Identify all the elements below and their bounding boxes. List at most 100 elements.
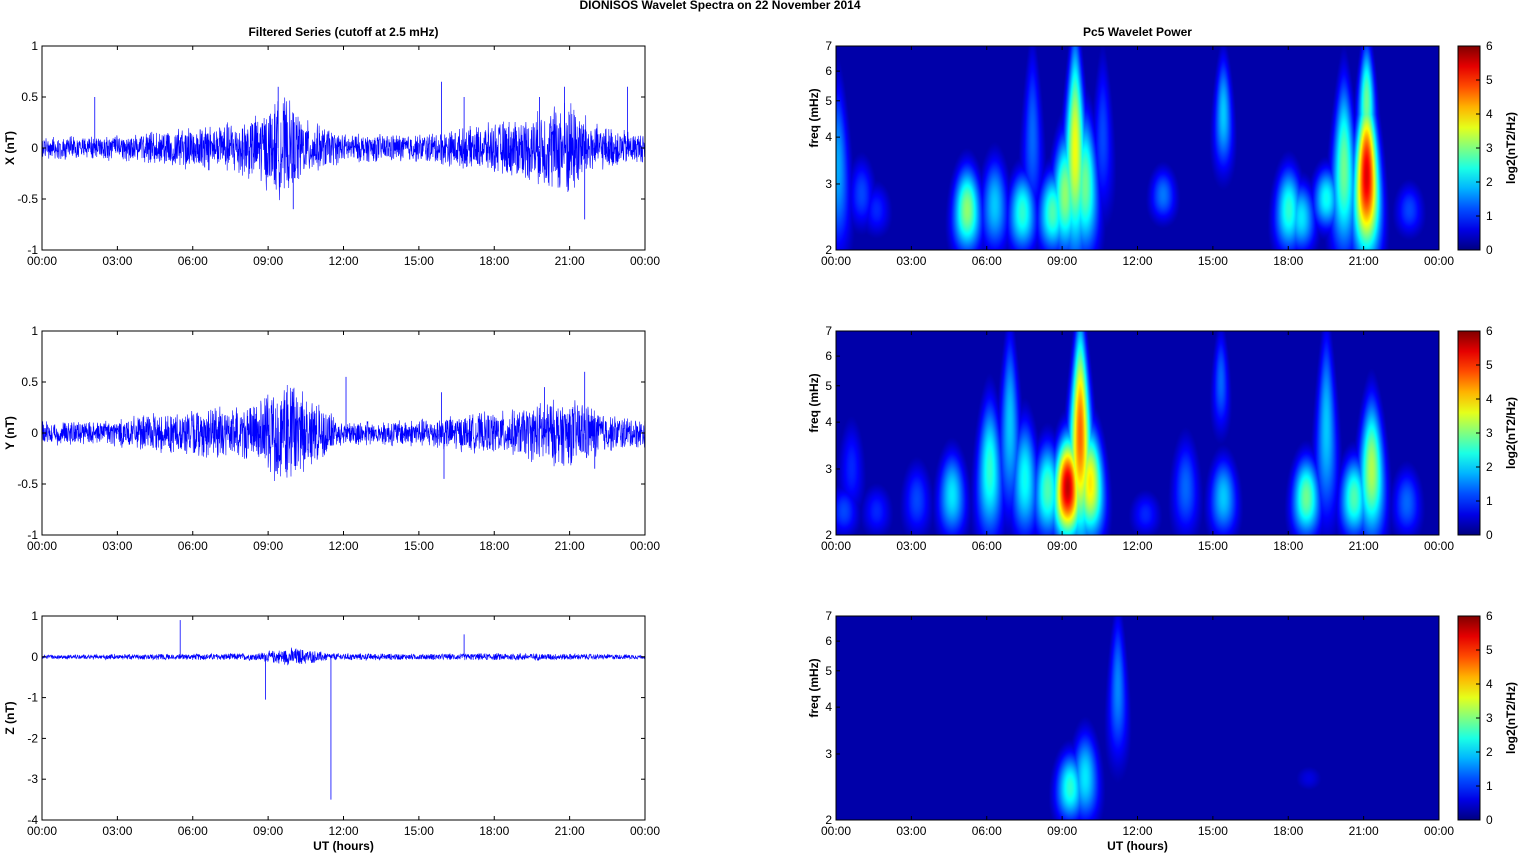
x-tick-label: 06:00 [178, 254, 208, 268]
wavelet-power-image [836, 331, 1439, 535]
x-tick-label: 18:00 [479, 539, 509, 553]
colorbar-tick-label: 6 [1486, 324, 1493, 338]
x-tick-label: 03:00 [102, 824, 132, 838]
y-tick-label: 5 [825, 379, 832, 393]
x-tick-label: 00:00 [630, 254, 660, 268]
colorbar-tick-label: 1 [1486, 779, 1493, 793]
colorbar-tick-label: 4 [1486, 392, 1493, 406]
x-tick-label: 15:00 [404, 824, 434, 838]
colorbar-tick-label: 0 [1486, 243, 1493, 257]
x-tick-label: 00:00 [630, 824, 660, 838]
y-tick-label: 3 [825, 462, 832, 476]
y-tick-label: -3 [27, 772, 38, 786]
x-tick-label: 18:00 [479, 254, 509, 268]
x-tick-label: 03:00 [896, 539, 926, 553]
x-tick-label: 18:00 [1273, 254, 1303, 268]
x-tick-label: 03:00 [102, 539, 132, 553]
y-axis-label: freq (mHz) [807, 88, 821, 147]
y-axis-label: Y (nT) [3, 416, 17, 450]
x-tick-label: 12:00 [328, 254, 358, 268]
x-tick-label: 03:00 [896, 254, 926, 268]
x-tick-label: 21:00 [1349, 254, 1379, 268]
y-tick-label: -1 [27, 243, 38, 257]
x-tick-label: 12:00 [1122, 539, 1152, 553]
x-tick-label: 15:00 [404, 254, 434, 268]
y-tick-label: 6 [825, 634, 832, 648]
panel-title: Pc5 Wavelet Power [1083, 25, 1192, 39]
colorbar-tick-label: 3 [1486, 426, 1493, 440]
y-tick-label: 7 [825, 39, 832, 53]
x-tick-label: 12:00 [328, 824, 358, 838]
x-tick-label: 15:00 [1198, 539, 1228, 553]
x-tick-label: 12:00 [1122, 254, 1152, 268]
colorbar: 6 5 4 3 2 1 0 log2(nT2/Hz) [1457, 324, 1518, 542]
y-axis-label: Z (nT) [3, 701, 17, 734]
colorbar-tick-label: 2 [1486, 175, 1493, 189]
x-axis-label: UT (hours) [313, 839, 374, 853]
colorbar: 6 5 4 3 2 1 0 log2(nT2/Hz) [1457, 39, 1518, 257]
x-tick-label: 03:00 [896, 824, 926, 838]
y-tick-label: 4 [825, 700, 832, 714]
x-tick-label: 00:00 [821, 824, 851, 838]
colorbar-tick-label: 0 [1486, 528, 1493, 542]
colorbar-label: log2(nT2/Hz) [1504, 112, 1518, 184]
wavelet-power-image [836, 46, 1439, 250]
plot-area [42, 616, 645, 820]
x-tick-label: 21:00 [555, 539, 585, 553]
y-tick-label: 5 [825, 664, 832, 678]
colorbar-tick-label: 4 [1486, 107, 1493, 121]
x-tick-label: 06:00 [972, 254, 1002, 268]
x-tick-label: 09:00 [1047, 254, 1077, 268]
x-tick-label: 03:00 [102, 254, 132, 268]
series-trace [42, 97, 645, 201]
x-axis-label: UT (hours) [1107, 839, 1168, 853]
panel-title: Filtered Series (cutoff at 2.5 mHz) [248, 25, 438, 39]
x-tick-label: 00:00 [27, 539, 57, 553]
x-tick-label: 18:00 [1273, 539, 1303, 553]
x-tick-label: 09:00 [253, 539, 283, 553]
x-tick-label: 12:00 [328, 539, 358, 553]
line-panel-0: 10.50-0.5-100:00 03:00 06:00 09:00 12:00 15:0… [3, 25, 660, 268]
colorbar-tick-label: 5 [1486, 73, 1493, 87]
x-tick-label: 00:00 [27, 254, 57, 268]
y-tick-label: 4 [825, 415, 832, 429]
wavelet-power-image [836, 616, 1439, 820]
colorbar-tick-label: 1 [1486, 209, 1493, 223]
y-tick-label: 2 [825, 243, 832, 257]
x-tick-label: 06:00 [972, 824, 1002, 838]
x-tick-label: 09:00 [1047, 539, 1077, 553]
y-tick-label: 5 [825, 94, 832, 108]
colorbar-tick-label: 2 [1486, 460, 1493, 474]
y-tick-label: 1 [31, 324, 38, 338]
x-tick-label: 21:00 [1349, 539, 1379, 553]
colorbar-tick-label: 5 [1486, 358, 1493, 372]
x-tick-label: 09:00 [1047, 824, 1077, 838]
y-axis-label: X (nT) [3, 131, 17, 165]
y-tick-label: 7 [825, 609, 832, 623]
x-tick-label: 21:00 [555, 824, 585, 838]
x-tick-label: 15:00 [1198, 824, 1228, 838]
y-tick-label: 0.5 [21, 375, 38, 389]
x-tick-label: 09:00 [253, 824, 283, 838]
x-tick-label: 00:00 [1424, 824, 1454, 838]
y-tick-label: -1 [27, 691, 38, 705]
line-panel-4: 10-1-2-3-400:00 03:00 06:00 09:00 12:00 15:00… [3, 609, 660, 853]
x-tick-label: 12:00 [1122, 824, 1152, 838]
x-tick-label: 18:00 [479, 824, 509, 838]
y-tick-label: -2 [27, 731, 38, 745]
y-tick-label: 2 [825, 813, 832, 827]
y-axis-label: freq (mHz) [807, 373, 821, 432]
x-tick-label: 21:00 [555, 254, 585, 268]
colorbar-tick-label: 0 [1486, 813, 1493, 827]
y-tick-label: 7 [825, 324, 832, 338]
y-tick-label: 1 [31, 609, 38, 623]
panels: 10.50-0.5-100:00 03:00 06:00 09:00 12:00 15:0… [3, 25, 1518, 853]
colorbar-tick-label: 4 [1486, 677, 1493, 691]
y-tick-label: 0 [31, 426, 38, 440]
y-tick-label: 3 [825, 177, 832, 191]
y-tick-label: 4 [825, 130, 832, 144]
x-tick-label: 00:00 [27, 824, 57, 838]
